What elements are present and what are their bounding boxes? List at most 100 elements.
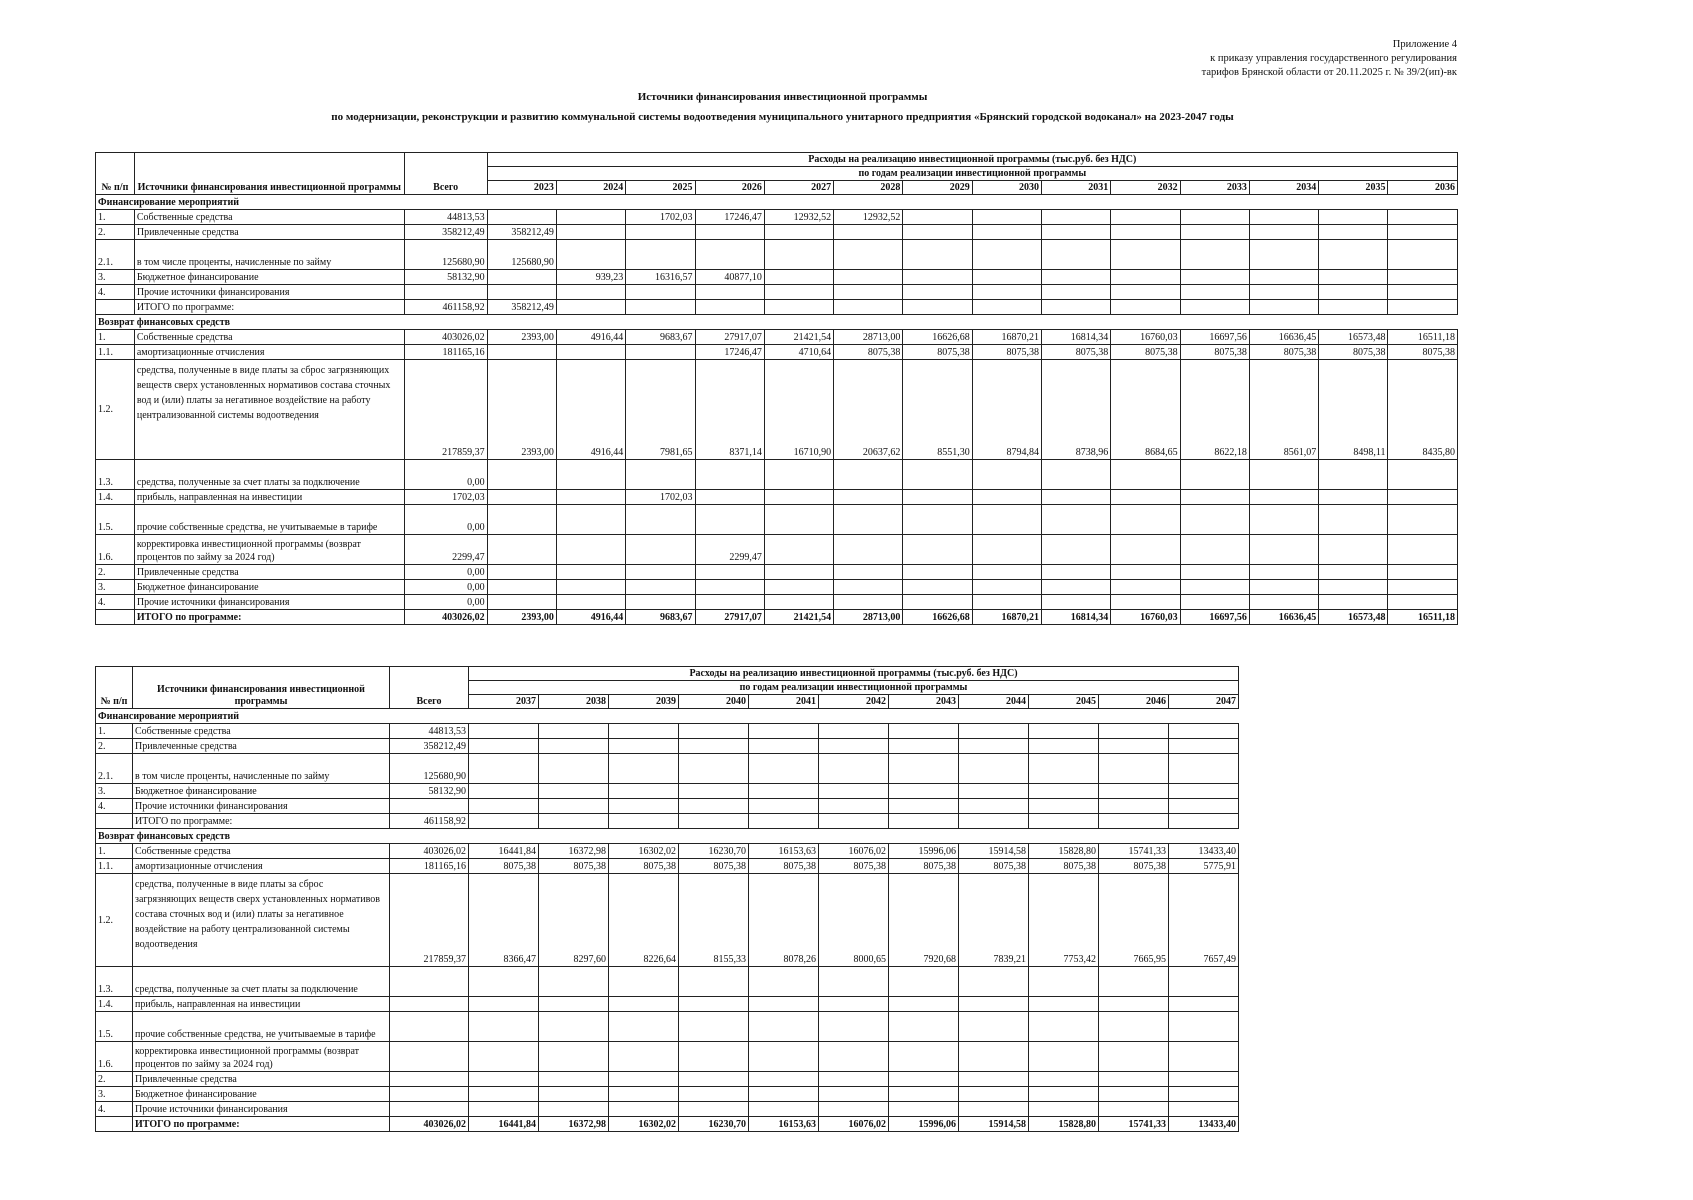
year-value: 16230,70 <box>678 843 749 859</box>
year-value: 8075,38 <box>678 858 749 874</box>
year-value <box>1179 579 1250 595</box>
year-value: 7839,21 <box>958 873 1029 967</box>
year-value: 4916,44 <box>555 329 627 345</box>
year-value <box>678 1086 749 1102</box>
year-value <box>1167 798 1240 814</box>
appendix-line: тарифов Брянской области от 20.11.2025 г… <box>1201 67 1457 78</box>
year-value <box>694 239 765 270</box>
year-value <box>748 1101 819 1117</box>
year-header: 2046 <box>1098 694 1169 709</box>
year-value <box>1040 564 1112 580</box>
year-value <box>763 284 835 300</box>
year-value <box>971 209 1043 225</box>
row-number: 1.4. <box>95 489 135 505</box>
section-heading: Возврат финансовых средств <box>94 828 1239 844</box>
year-value <box>678 1071 749 1087</box>
year-value: 16814,34 <box>1040 609 1112 625</box>
row-total: 44813,53 <box>389 723 469 739</box>
year-value <box>1040 504 1112 535</box>
year-value <box>1318 489 1389 505</box>
year-value: 125680,90 <box>486 239 557 270</box>
year-value: 8075,38 <box>608 858 679 874</box>
table-row: 1.6. корректировка инвестиционной програм… <box>95 534 1458 565</box>
year-value <box>1387 299 1458 315</box>
header-expenses: Расходы на реализацию инвестиционной про… <box>467 666 1240 681</box>
table-row: 4. Прочие источники финансирования <box>95 798 1240 814</box>
year-value <box>538 1011 609 1042</box>
year-value: 8075,38 <box>958 858 1029 874</box>
year-value <box>1110 224 1181 240</box>
row-source-name: Собственные средства <box>132 723 390 739</box>
row-total: 58132,90 <box>403 269 488 285</box>
year-value <box>1110 534 1181 565</box>
year-value <box>763 504 835 535</box>
year-value: 16511,18 <box>1387 329 1458 345</box>
section-heading: Возврат финансовых средств <box>95 314 1458 330</box>
year-value <box>902 504 973 535</box>
year-value <box>1110 564 1181 580</box>
year-value <box>1318 299 1389 315</box>
row-total: 2299,47 <box>403 534 488 565</box>
year-value <box>468 996 539 1012</box>
year-value <box>1248 594 1320 610</box>
year-value: 8498,11 <box>1318 359 1389 460</box>
year-value <box>694 284 765 300</box>
year-value <box>971 594 1043 610</box>
year-value <box>833 594 904 610</box>
year-value <box>902 489 973 505</box>
year-header: 2043 <box>888 694 959 709</box>
row-source-name: Собственные средства <box>133 209 405 225</box>
row-source-name: корректировка инвестиционной программы (… <box>132 1041 390 1072</box>
year-value <box>1248 269 1320 285</box>
year-value <box>1028 1071 1099 1087</box>
year-value <box>1179 224 1250 240</box>
year-value: 16316,57 <box>625 269 696 285</box>
year-value <box>1387 284 1458 300</box>
year-value: 16710,90 <box>763 359 835 460</box>
year-value <box>902 579 973 595</box>
row-total: 358212,49 <box>389 738 469 754</box>
year-value <box>1318 209 1389 225</box>
year-value: 8075,38 <box>1179 344 1250 360</box>
year-value <box>1318 284 1389 300</box>
year-value <box>818 1101 889 1117</box>
table-row: 4. Прочие источники финансирования 0,00 <box>95 594 1458 610</box>
year-value <box>538 1071 609 1087</box>
row-total <box>389 1011 469 1042</box>
year-value <box>694 224 765 240</box>
year-value <box>1110 269 1181 285</box>
year-value <box>538 783 609 799</box>
year-value: 8075,38 <box>748 858 819 874</box>
year-value <box>1098 1041 1169 1072</box>
year-value <box>678 1041 749 1072</box>
year-value: 8075,38 <box>971 344 1043 360</box>
row-source-name: ИТОГО по программе: <box>132 1116 390 1132</box>
year-value <box>1098 783 1169 799</box>
section-heading-row: Возврат финансовых средств <box>95 314 1458 330</box>
table-row: 1.4. прибыль, направленная на инвестиции <box>95 996 1240 1012</box>
year-value <box>486 534 557 565</box>
year-value <box>958 783 1029 799</box>
year-value <box>748 783 819 799</box>
year-value: 16076,02 <box>818 843 889 859</box>
header-source: Источники финансирования инвестиционной … <box>133 152 405 195</box>
row-source-name: Привлеченные средства <box>132 738 390 754</box>
year-value <box>748 966 819 997</box>
year-value <box>748 723 819 739</box>
row-number: 3. <box>95 1086 133 1102</box>
year-value <box>818 1086 889 1102</box>
year-value <box>1179 209 1250 225</box>
year-value <box>971 489 1043 505</box>
year-value: 12932,52 <box>763 209 835 225</box>
table-row: ИТОГО по программе: 461158,92 <box>95 813 1240 829</box>
table-row: 1. Собственные средства 403026,02 16441,84 1… <box>95 843 1240 859</box>
year-value <box>625 239 696 270</box>
year-value <box>1248 459 1320 490</box>
year-value: 8075,38 <box>1387 344 1458 360</box>
year-value <box>818 813 889 829</box>
year-value: 15828,80 <box>1028 1116 1099 1132</box>
year-value <box>902 284 973 300</box>
year-value: 2393,00 <box>486 359 557 460</box>
row-number: 3. <box>95 579 135 595</box>
year-value <box>468 813 539 829</box>
